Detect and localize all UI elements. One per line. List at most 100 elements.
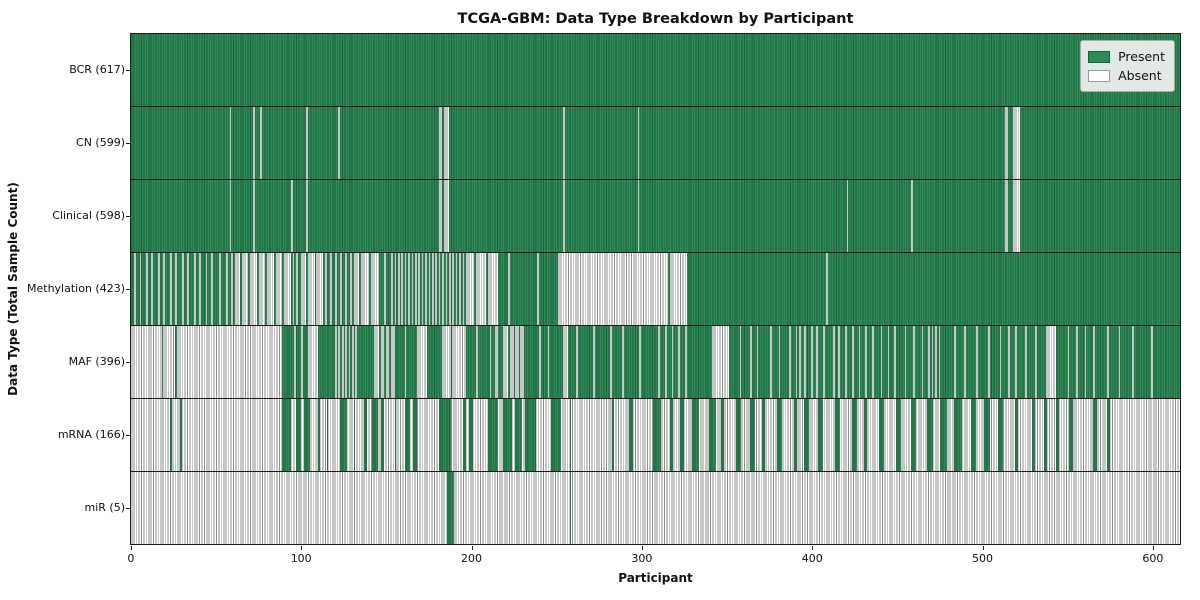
absent-segment	[639, 326, 642, 398]
absent-segment	[443, 180, 449, 252]
absent-segment	[845, 326, 847, 398]
absent-segment	[253, 180, 256, 252]
x-tick-mark	[301, 546, 303, 550]
heatmap-row-methylation	[131, 252, 1180, 325]
absent-segment	[163, 253, 165, 325]
absent-segment	[226, 253, 228, 325]
absent-segment	[1008, 326, 1010, 398]
absent-segment	[411, 253, 414, 325]
present-segment	[777, 399, 783, 471]
absent-segment	[894, 326, 897, 398]
heatmap-rows	[131, 34, 1180, 544]
x-tick-label-600: 600	[1142, 552, 1164, 565]
heatmap-row-clinical	[131, 179, 1180, 252]
absent-segment	[340, 253, 342, 325]
absent-segment	[425, 253, 427, 325]
absent-segment	[391, 253, 393, 325]
absent-segment	[290, 180, 293, 252]
x-tick-label-300: 300	[631, 552, 653, 565]
absent-segment	[685, 326, 687, 398]
absent-segment	[431, 253, 434, 325]
absent-segment	[397, 253, 400, 325]
x-tick-label-500: 500	[972, 552, 994, 565]
present-segment	[569, 472, 572, 544]
absent-segment	[324, 253, 327, 325]
absent-segment	[306, 107, 308, 179]
absent-segment	[199, 253, 201, 325]
y-tick-mark	[126, 362, 130, 364]
legend-label-absent: Absent	[1118, 68, 1162, 83]
absent-segment	[822, 326, 825, 398]
present-segment	[863, 399, 868, 471]
absent-segment	[306, 180, 308, 252]
present-segment	[851, 399, 857, 471]
absent-segment	[338, 326, 341, 398]
present-segment	[550, 399, 562, 471]
absent-segment	[1093, 326, 1095, 398]
absent-segment	[928, 326, 931, 398]
present-segment	[1043, 399, 1048, 471]
absent-segment	[416, 326, 427, 398]
absent-segment	[1106, 326, 1109, 398]
present-segment	[1055, 399, 1060, 471]
y-tick-label-methylation: Methylation (423)	[27, 282, 125, 295]
present-segment	[340, 399, 347, 471]
legend-item-present: Present	[1088, 47, 1165, 66]
absent-segment	[295, 253, 298, 325]
absent-segment	[476, 253, 487, 325]
absent-segment	[187, 253, 189, 325]
absent-segment	[838, 326, 840, 398]
absent-segment	[401, 253, 403, 325]
absent-segment	[508, 253, 511, 325]
absent-segment	[712, 326, 730, 398]
absent-segment	[846, 180, 849, 252]
absent-segment	[229, 180, 232, 252]
absent-segment	[307, 253, 315, 325]
absent-segment	[911, 180, 914, 252]
present-segment	[879, 399, 885, 471]
x-axis-tick-labels: 0 100 200 300 400 500 600	[127, 545, 1181, 575]
absent-segment	[539, 326, 541, 398]
absent-segment	[1076, 326, 1078, 398]
absent-segment	[370, 253, 380, 325]
heatmap-row-mrna	[131, 398, 1180, 471]
y-tick-mark	[126, 435, 130, 437]
absent-segment	[562, 107, 565, 179]
absent-segment	[452, 326, 466, 398]
present-segment	[940, 399, 948, 471]
absent-segment	[284, 253, 291, 325]
x-axis-label: Participant	[618, 571, 693, 585]
present-segment	[353, 399, 356, 471]
absent-segment	[833, 326, 835, 398]
absent-segment	[1132, 326, 1135, 398]
absent-segment	[438, 180, 443, 252]
present-segment	[404, 399, 410, 471]
absent-segment	[443, 107, 449, 179]
absent-segment	[816, 326, 818, 398]
y-tick-label-mrna: mRNA (166)	[57, 428, 125, 442]
absent-segment	[193, 253, 196, 325]
absent-segment	[294, 326, 296, 398]
absent-segment	[557, 253, 669, 325]
absent-segment	[231, 253, 233, 325]
absent-segment	[520, 326, 524, 398]
present-segment	[629, 399, 633, 471]
y-axis-tick-labels: BCR (617) CN (599) Clinical (598) Methylati…	[0, 33, 130, 545]
absent-segment	[391, 326, 395, 398]
absent-segment	[678, 326, 681, 398]
present-segment	[896, 399, 902, 471]
present-segment	[720, 399, 725, 471]
absent-segment	[438, 107, 443, 179]
absent-segment	[462, 253, 465, 325]
absent-segment	[176, 326, 283, 398]
present-segment	[761, 399, 766, 471]
absent-segment	[455, 253, 458, 325]
heatmap-row-cn	[131, 106, 1180, 179]
present-segment	[1032, 399, 1036, 471]
legend: Present Absent	[1080, 40, 1175, 92]
heatmap-row-mir	[131, 471, 1180, 544]
absent-segment	[408, 253, 410, 325]
absent-segment	[865, 326, 868, 398]
legend-label-present: Present	[1118, 49, 1165, 64]
